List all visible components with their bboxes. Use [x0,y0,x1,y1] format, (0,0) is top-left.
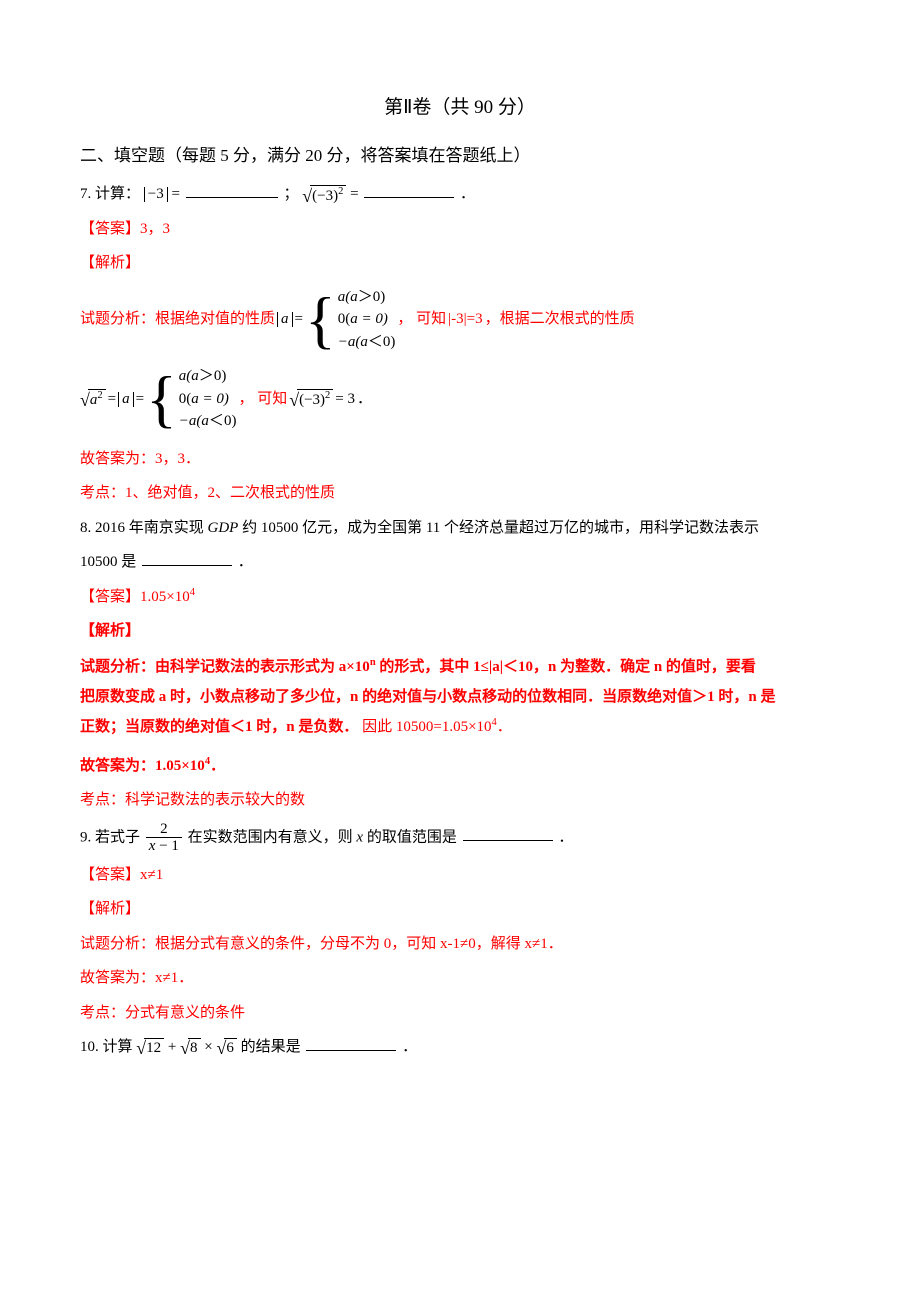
sqrt-a2: √ a2 [80,389,106,409]
paper-title: 第Ⅱ卷（共 90 分） [80,90,840,126]
q8-analysis-image: 试题分析：由科学记数法的表示形式为 a×10n 的形式，其中 1≤|a|＜10，… [80,652,840,742]
q7-kaodian: 考点：1、绝对值，2、二次根式的性质 [80,479,840,508]
sqrt-12: √12 [136,1038,164,1057]
abs-neg3: −3 [144,187,168,202]
sqrt-neg3-sq: √ (−3)2 [302,185,346,205]
q8-stem-l1: 8. 2016 年南京实现 GDP 约 10500 亿元，成为全国第 11 个经… [80,514,840,543]
q8-img-l2: 把原数变成 a 时，小数点移动了多少位，n 的绝对值与小数点移动的位数相同．当原… [80,682,840,712]
q7-final-answer: 故答案为：3，3． [80,445,840,474]
q8-stem-l2: 10500 是 ． [80,548,840,577]
q8-img-l3: 正数；当原数的绝对值＜1 时，n 是负数． 因此 10500=1.05×104． [80,712,840,742]
q9-answer: 【答案】x≠1 [80,861,840,890]
blank-1 [186,181,278,199]
sqrt-6: √6 [216,1038,236,1057]
section-heading: 二、填空题（每题 5 分，满分 20 分，将答案填在答题纸上） [80,140,840,172]
q7-stem: 7. 计算： −3 = ； √ (−3)2 = ． [80,180,840,209]
q8-final-answer: 故答案为：1.05×104． [80,752,840,781]
q8-kaodian: 考点：科学记数法的表示较大的数 [80,786,840,815]
cases-sqrt: { a(a＞0) 0(a = 0) −a(a＜0) [146,365,236,433]
q9-kaodian: 考点：分式有意义的条件 [80,999,840,1028]
sqrt-8: √8 [180,1038,200,1057]
blank-4 [463,824,553,842]
q7-prefix: 7. 计算： [80,186,140,202]
q9-stem: 9. 若式子 2 x − 1 在实数范围内有意义，则 x 的取值范围是 ． [80,821,840,855]
blank-3 [142,549,232,567]
cases-abs: { a(a＞0) 0(a = 0) −a(a＜0) [305,286,395,354]
q7-analysis-row2: √ a2 = a = { a(a＞0) 0(a = 0) −a(a＜0) ， 可… [80,365,840,433]
q7-answer: 【答案】3，3 [80,215,840,244]
left-brace-icon: { [146,370,177,428]
q9-final-answer: 故答案为：x≠1． [80,964,840,993]
semicolon: ； [283,186,298,202]
q7-analysis-row1: 试题分析：根据绝对值的性质 a = { a(a＞0) 0(a = 0) −a(a… [80,286,840,354]
q8-answer: 【答案】1.05×104 [80,583,840,612]
blank-5 [306,1034,396,1052]
q8-img-l1: 试题分析：由科学记数法的表示形式为 a×10n 的形式，其中 1≤|a|＜10，… [80,652,840,682]
document-page: 第Ⅱ卷（共 90 分） 二、填空题（每题 5 分，满分 20 分，将答案填在答题… [0,0,920,1128]
q8-jiexi-label: 【解析】 [80,617,840,646]
fraction: 2 x − 1 [146,821,182,855]
left-brace-icon: { [305,291,336,349]
equals: = [171,186,183,202]
q10-stem: 10. 计算 √12 + √8 × √6 的结果是 ． [80,1033,840,1062]
equals: = [350,186,362,202]
q7-jiexi-label: 【解析】 [80,249,840,278]
q9-jiexi-label: 【解析】 [80,895,840,924]
blank-2 [364,181,454,199]
q9-analysis: 试题分析：根据分式有意义的条件，分母不为 0，可知 x-1≠0，解得 x≠1． [80,930,840,959]
abs-a: a [277,312,293,327]
